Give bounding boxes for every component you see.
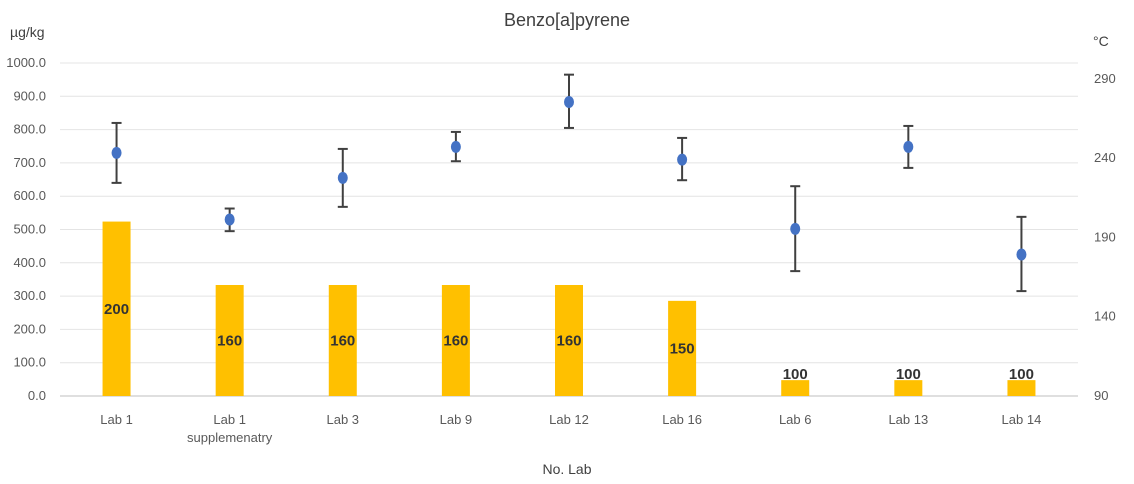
chart-title: Benzo[a]pyrene: [504, 10, 630, 30]
bar: [328, 285, 357, 396]
y-tick-label: 0.0: [28, 388, 46, 403]
x-tick-label: Lab 16: [662, 412, 702, 427]
data-point: [564, 95, 574, 108]
bar-data-label: 100: [783, 366, 808, 383]
bar: [1007, 380, 1036, 396]
y-tick-label: 700.0: [13, 155, 46, 170]
bar: [668, 300, 697, 396]
y-axis-right-ticks: 90 140 190 240 290: [1094, 71, 1116, 403]
bar: [441, 285, 470, 396]
x-tick-label: Lab 13: [888, 412, 928, 427]
error-bar-series: [111, 73, 1027, 293]
data-point: [224, 213, 235, 226]
y-tick-label: 400.0: [13, 255, 46, 270]
bar-data-label: 160: [217, 333, 242, 350]
x-tick-label: supplemenatry: [187, 430, 273, 445]
x-tick-label: Lab 1: [213, 412, 246, 427]
data-point: [450, 140, 461, 153]
data-point: [790, 222, 801, 235]
bar-data-label: 200: [104, 301, 129, 318]
data-point: [337, 171, 348, 184]
y-tick-label: 300.0: [13, 288, 46, 303]
y-axis-left-ticks: 0.0 100.0 200.0 300.0 400.0 500.0 600.0 700.0 80…: [6, 55, 46, 403]
bar-data-label: 100: [1009, 366, 1034, 383]
y-tick-label: 600.0: [13, 188, 46, 203]
y-tick-label: 100.0: [13, 355, 46, 370]
x-tick-label: Lab 6: [779, 412, 812, 427]
y2-tick-label: 140: [1094, 309, 1116, 324]
y2-tick-label: 290: [1094, 71, 1116, 86]
bar-data-label: 160: [556, 333, 581, 350]
y2-tick-label: 240: [1094, 150, 1116, 165]
x-axis-ticks: Lab 1 Lab 1 supplemenatry Lab 3 Lab 9 Lab 12 L…: [100, 412, 1041, 445]
x-tick-label: Lab 14: [1002, 412, 1042, 427]
y-tick-label: 900.0: [13, 88, 46, 103]
bar: [215, 285, 244, 396]
y2-tick-label: 190: [1094, 229, 1116, 244]
x-axis-label: No. Lab: [542, 461, 591, 477]
y-tick-label: 800.0: [13, 122, 46, 137]
bar-data-label: 160: [443, 333, 468, 350]
bar-data-label: 150: [670, 340, 695, 357]
x-tick-label: Lab 12: [549, 412, 589, 427]
x-tick-label: Lab 3: [327, 412, 360, 427]
data-point: [1016, 248, 1027, 261]
data-point: [111, 146, 122, 159]
bar: [894, 380, 923, 396]
data-point: [677, 153, 688, 166]
bar-data-label: 100: [896, 366, 921, 383]
x-tick-label: Lab 9: [440, 412, 473, 427]
y-tick-label: 1000.0: [6, 55, 46, 70]
y-tick-label: 500.0: [13, 222, 46, 237]
y-axis-right-label: °C: [1093, 33, 1109, 49]
data-point: [903, 140, 914, 153]
y2-tick-label: 90: [1094, 388, 1108, 403]
bar: [781, 380, 810, 396]
bar: [102, 221, 131, 396]
bar: [555, 285, 583, 396]
x-tick-label: Lab 1: [100, 412, 133, 427]
bar-series: 200 160 160 160 160 150 100 100 100: [102, 221, 1036, 396]
y-axis-left-label: µg/kg: [10, 24, 45, 40]
y-tick-label: 200.0: [13, 321, 46, 336]
bar-data-label: 160: [330, 333, 355, 350]
